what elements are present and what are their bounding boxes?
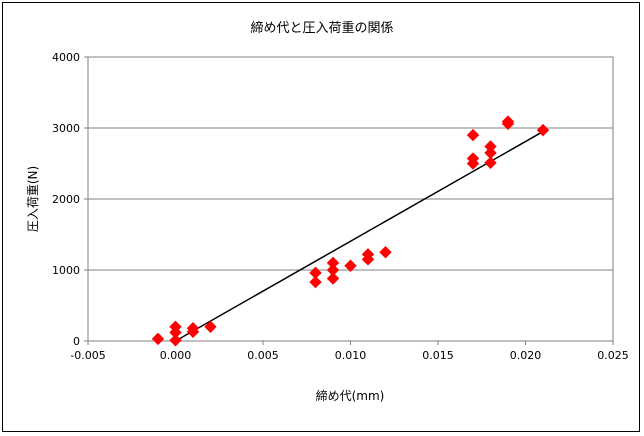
data-point <box>484 156 497 169</box>
data-point <box>309 266 322 280</box>
data-point <box>361 248 375 261</box>
y-axis-label: 圧入荷重(N) <box>26 166 40 232</box>
y-tick-label: 3000 <box>52 122 80 135</box>
y-axis-ticks: 0 1000 2000 3000 4000 <box>52 51 88 348</box>
y-tick-label: 1000 <box>52 264 80 277</box>
data-point <box>151 332 165 346</box>
data-point <box>326 272 340 285</box>
x-tick-label: 0.015 <box>422 349 454 362</box>
data-point <box>326 263 340 277</box>
data-point <box>536 123 550 137</box>
data-point <box>309 275 322 289</box>
x-axis-ticks: -0.005 0.000 0.005 0.010 0.015 0.020 0.025 <box>70 341 629 362</box>
x-tick-label: 0.025 <box>597 349 629 362</box>
data-points <box>151 115 550 347</box>
y-tick-label: 0 <box>73 335 80 348</box>
chart-title: 締め代と圧入荷重の関係 <box>250 20 393 36</box>
data-point <box>204 320 217 334</box>
data-point <box>484 146 497 160</box>
data-point <box>501 115 515 128</box>
x-axis-label: 締め代(mm) <box>316 388 385 403</box>
x-tick-label: 0.020 <box>510 349 542 362</box>
data-point <box>484 140 497 153</box>
x-tick-label: 0.010 <box>335 349 367 362</box>
x-tick-label: 0.000 <box>160 349 192 362</box>
data-point <box>466 128 480 142</box>
y-tick-label: 2000 <box>52 193 80 206</box>
x-tick-label: -0.005 <box>70 349 105 362</box>
y-tick-label: 4000 <box>52 51 80 64</box>
data-point <box>326 256 340 270</box>
data-point <box>169 334 182 347</box>
data-point <box>344 259 357 272</box>
data-point <box>169 320 182 334</box>
data-point <box>186 322 200 335</box>
data-point <box>379 246 392 259</box>
data-point <box>466 152 480 165</box>
trendline <box>175 130 544 342</box>
x-tick-label: 0.005 <box>247 349 279 362</box>
